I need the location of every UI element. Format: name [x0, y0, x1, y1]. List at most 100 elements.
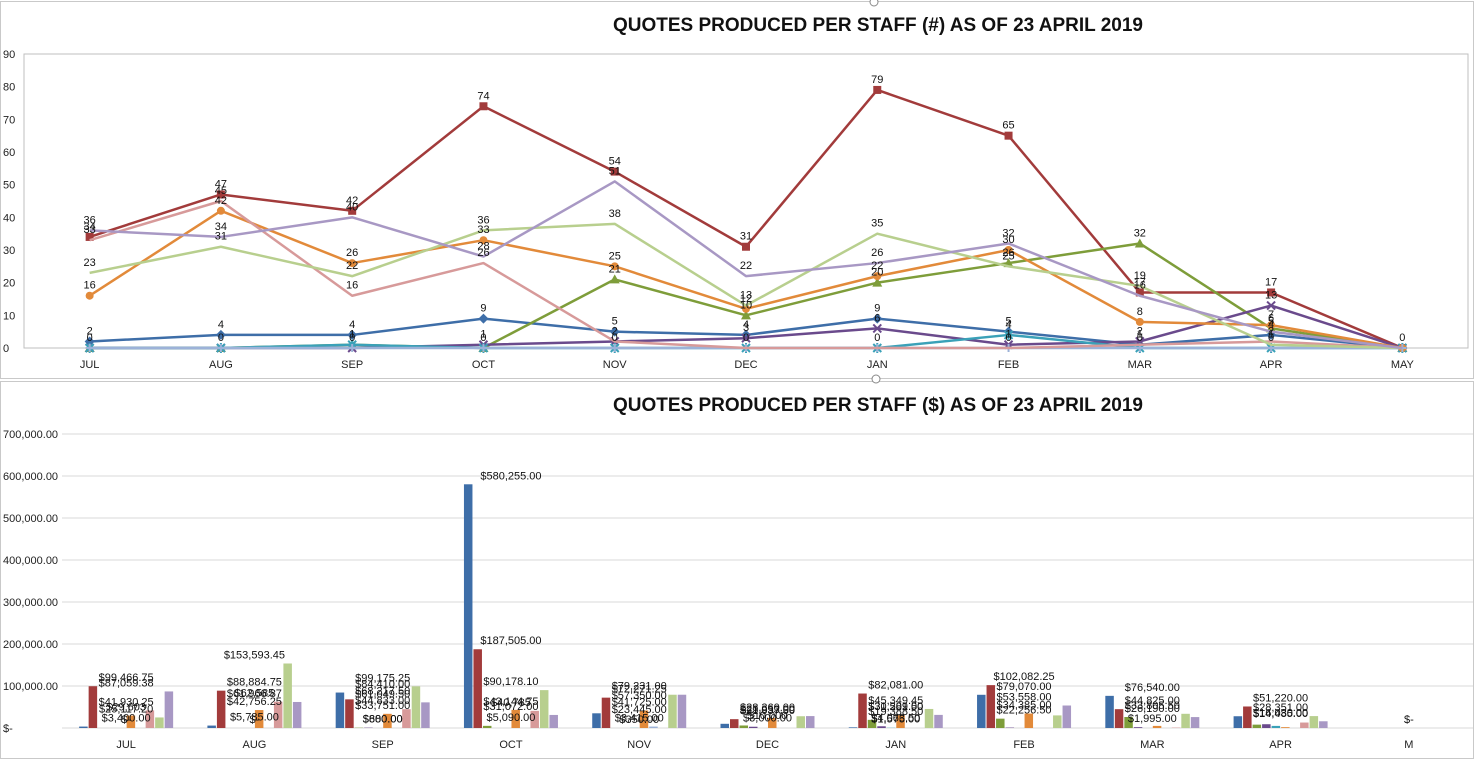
bar-x-tick: NOV — [627, 739, 652, 751]
bar-data-label: $28,360.00 — [740, 702, 795, 714]
data-label: 0 — [218, 332, 224, 344]
data-point — [85, 232, 94, 241]
bar-data-label: $40,785 — [491, 697, 531, 709]
bar — [88, 686, 98, 728]
data-label: 21 — [609, 263, 621, 275]
data-label: 10 — [740, 299, 752, 311]
bar — [411, 686, 421, 728]
bar-data-label: $28,351.00 — [1253, 702, 1308, 714]
bar — [986, 685, 996, 728]
bar — [601, 697, 611, 728]
data-label: 6 — [1268, 312, 1274, 324]
bar-data-label: $33,805.50 — [1125, 700, 1180, 712]
line-x-tick: FEB — [998, 359, 1019, 371]
bar-data-label: $33,751.00 — [355, 700, 410, 712]
bar-data-label: $53,558.00 — [997, 692, 1052, 704]
bar-data-label: $14,485.00 — [1253, 708, 1308, 720]
bar-y-tick: 600,000.00 — [3, 471, 58, 483]
bar-chart-title: QUOTES PRODUCED PER STAFF ($) AS OF 23 A… — [613, 395, 1143, 416]
data-label: 1 — [1137, 329, 1143, 341]
bar — [1243, 706, 1252, 728]
bar — [977, 694, 986, 728]
data-label: 4 — [349, 319, 355, 331]
bar-data-label: $62,585 — [235, 688, 275, 700]
bar — [934, 714, 943, 728]
bar — [1190, 717, 1200, 728]
data-label: 35 — [871, 218, 883, 230]
data-label: 2 — [1137, 325, 1143, 337]
bar — [1319, 721, 1328, 728]
bar — [283, 663, 292, 728]
line-x-tick: SEP — [341, 359, 363, 371]
bar — [668, 694, 677, 728]
data-point — [215, 329, 226, 340]
data-label: 0 — [612, 332, 618, 344]
bar-data-label: $102,082.25 — [993, 671, 1054, 683]
resize-handle-top[interactable] — [869, 0, 879, 7]
bar-data-label: $1,995.00 — [1128, 713, 1177, 725]
bar — [848, 727, 858, 728]
data-point — [1267, 321, 1276, 330]
bar-data-label: $44,833.00 — [355, 695, 410, 707]
data-point — [216, 206, 225, 215]
bar-data-label: $88,884.75 — [227, 677, 282, 689]
bar-x-tick: MAR — [1140, 739, 1165, 751]
bar-data-label: $34,385.00 — [997, 700, 1052, 712]
data-label: 13 — [740, 290, 752, 302]
data-point — [1135, 288, 1144, 297]
data-label: 65 — [1002, 120, 1014, 132]
data-label: 22 — [740, 260, 752, 272]
bar-data-label: $800.00 — [363, 714, 403, 726]
data-label: 4 — [1268, 319, 1274, 331]
data-point — [741, 310, 751, 320]
bar — [155, 717, 164, 728]
data-label: 28 — [477, 241, 489, 253]
bar — [720, 723, 729, 728]
bar-data-label: $68,217.50 — [355, 685, 410, 697]
series-line — [89, 199, 1403, 350]
bar-data-label: $51,220.00 — [1253, 692, 1308, 704]
bar — [473, 649, 482, 728]
data-label: 30 — [1002, 234, 1014, 246]
line-chart-frame — [0, 1, 1474, 379]
bar-data-label: $153,593.45 — [224, 649, 285, 661]
data-point — [610, 344, 619, 352]
data-label: 34 — [84, 221, 96, 233]
data-label: 1 — [1005, 329, 1011, 341]
data-point — [741, 333, 751, 343]
bar — [867, 719, 877, 728]
data-point — [610, 167, 619, 176]
data-label: 3 — [743, 322, 749, 334]
data-point — [1267, 288, 1276, 297]
bar — [1133, 727, 1143, 728]
bar-data-label: $30,581.00 — [868, 701, 923, 713]
data-point — [348, 259, 357, 268]
data-point — [1004, 246, 1013, 254]
data-label: 6 — [874, 312, 880, 324]
bar — [126, 715, 136, 728]
line-x-tick: MAY — [1391, 359, 1415, 371]
data-label: 51 — [609, 165, 621, 177]
bar — [1053, 715, 1062, 728]
data-label: 17 — [1265, 276, 1277, 288]
bar-data-label: $99,175.25 — [355, 672, 410, 684]
bar-y-tick: 500,000.00 — [3, 513, 58, 525]
bar-data-label: $4,063.50 — [871, 712, 920, 724]
bar-data-label: $84,410.00 — [355, 679, 410, 691]
bar — [677, 694, 687, 728]
bar-data-label: $87,059.38 — [99, 677, 154, 689]
bar — [858, 693, 867, 728]
bar — [511, 709, 520, 728]
resize-handle-bottom[interactable] — [871, 374, 881, 384]
data-label: 26 — [871, 247, 883, 259]
data-point — [742, 242, 750, 251]
line-y-tick: 70 — [3, 114, 15, 126]
bar-x-tick: FEB — [1013, 739, 1034, 751]
line-x-tick: OCT — [472, 359, 496, 371]
bar-data-label: $- — [250, 714, 260, 726]
bar — [335, 692, 345, 728]
data-label: 26 — [1002, 247, 1014, 259]
line-x-tick: DEC — [734, 359, 757, 371]
bar — [1262, 724, 1271, 728]
bar — [539, 690, 549, 728]
